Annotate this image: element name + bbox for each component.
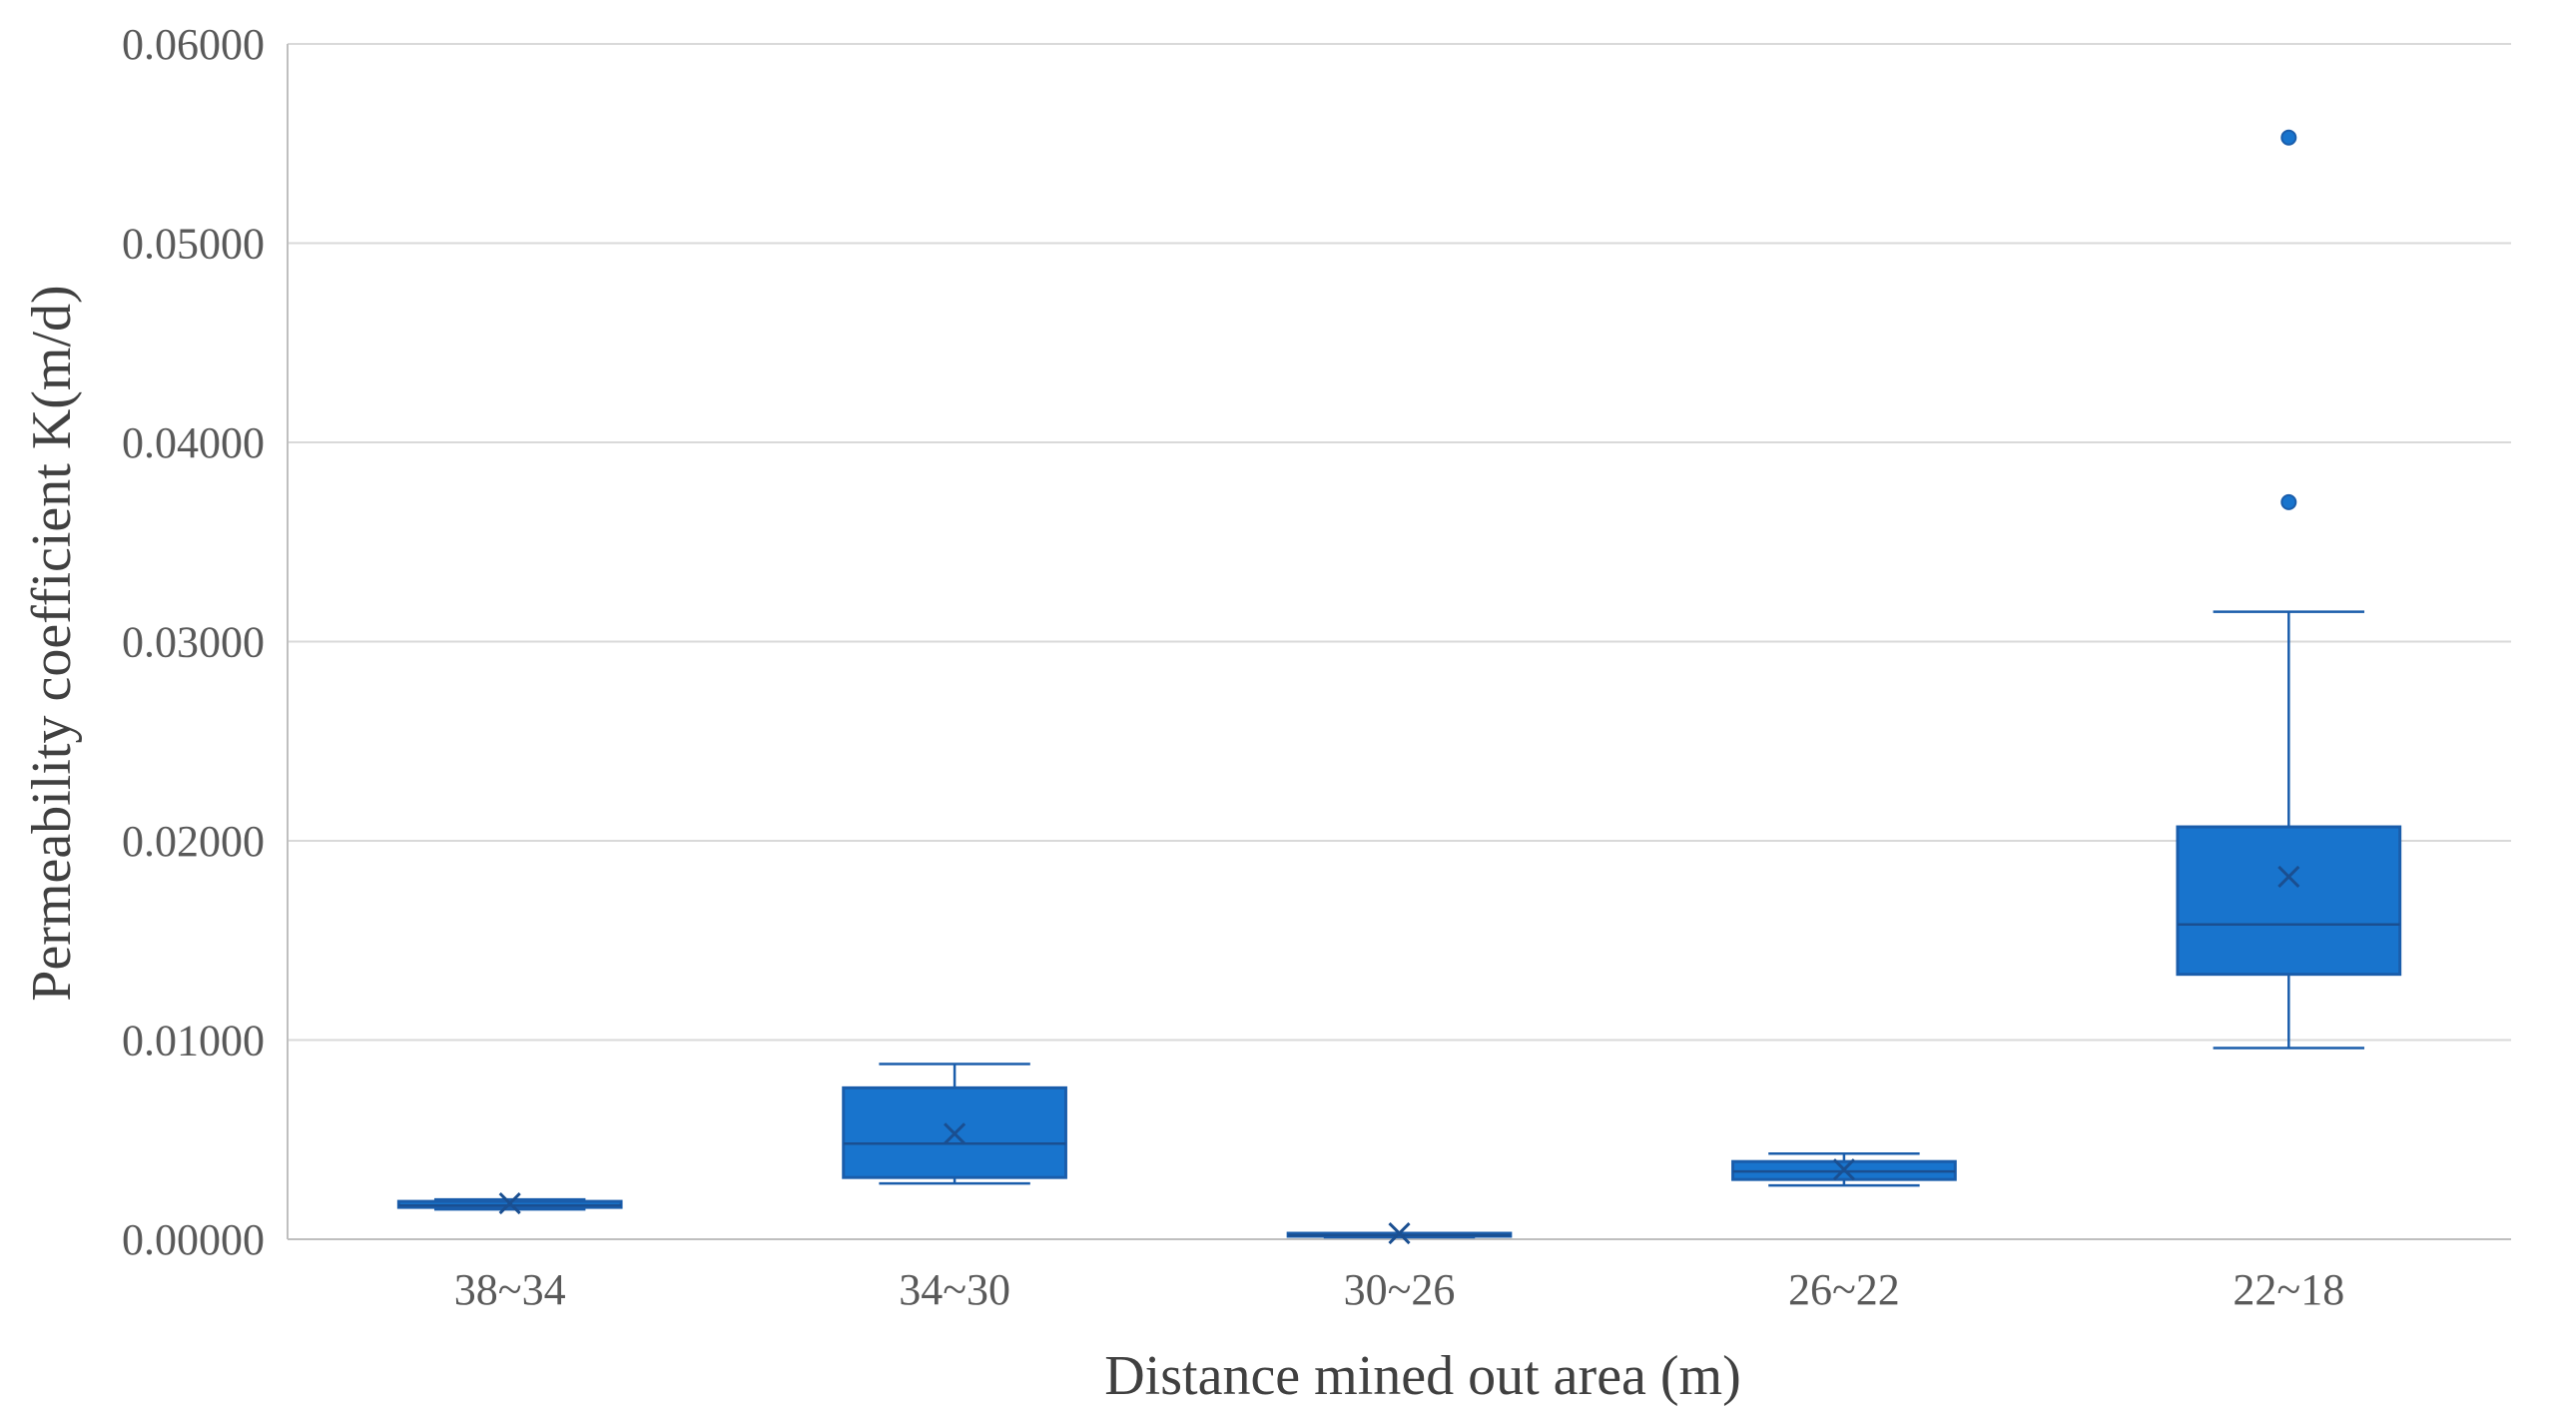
mean-marker	[2277, 865, 2300, 888]
y-tick-label-3: 0.03000	[122, 618, 265, 667]
x-tick-label-2: 30~26	[1344, 1265, 1456, 1314]
box-group-0	[396, 1192, 623, 1215]
box-series	[396, 129, 2402, 1245]
box-group-1	[842, 1063, 1067, 1185]
y-tick-label-4: 0.04000	[122, 418, 265, 467]
x-tick-labels: 38~34 34~30 30~26 26~22 22~18	[454, 1265, 2344, 1314]
mean-marker-stroke-b	[1832, 1158, 1855, 1181]
x-tick-label-4: 22~18	[2233, 1265, 2344, 1314]
y-tick-labels: 0.00000 0.01000 0.02000 0.03000 0.04000 0.050…	[122, 20, 265, 1264]
y-tick-label-6: 0.06000	[122, 20, 265, 69]
x-tick-label-0: 38~34	[454, 1265, 566, 1314]
mean-marker-stroke-b	[1388, 1221, 1411, 1245]
y-tick-label-1: 0.01000	[122, 1017, 265, 1065]
y-tick-label-2: 0.02000	[122, 817, 265, 866]
y-tick-label-5: 0.05000	[122, 220, 265, 269]
y-axis-title: Permeability coefficient K(m/d)	[21, 285, 83, 1001]
x-axis-title: Distance mined out area (m)	[1104, 1345, 1741, 1407]
mean-marker-stroke-b	[2277, 865, 2300, 888]
box-group-3	[1731, 1151, 1957, 1187]
x-tick-label-1: 34~30	[899, 1265, 1010, 1314]
grid-lines	[287, 43, 2511, 1240]
outlier-point-0	[2280, 493, 2297, 510]
x-tick-label-3: 26~22	[1788, 1265, 1900, 1314]
y-tick-label-0: 0.00000	[122, 1215, 265, 1264]
box-group-2	[1286, 1221, 1513, 1245]
mean-marker	[1388, 1221, 1411, 1245]
mean-marker-stroke-b	[944, 1122, 966, 1145]
mean-marker	[944, 1122, 966, 1145]
mean-marker	[498, 1192, 521, 1215]
mean-marker-stroke-b	[498, 1192, 521, 1215]
iqr-box	[842, 1085, 1067, 1179]
mean-marker	[1832, 1158, 1855, 1181]
outlier-point-1	[2280, 129, 2297, 146]
box-group-4	[2176, 129, 2402, 1050]
iqr-box	[2176, 825, 2402, 977]
